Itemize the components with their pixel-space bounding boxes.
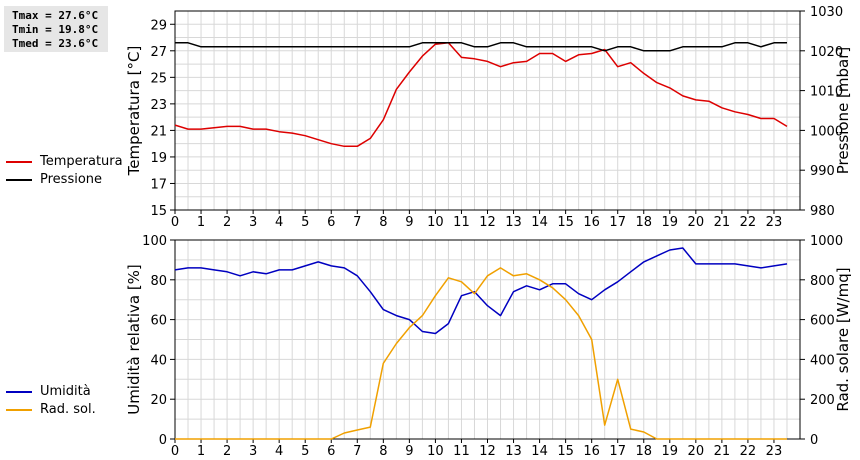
y2-tick-label: 1020 — [810, 45, 843, 60]
legend-label-umidita: Umidità — [40, 384, 91, 399]
x-tick-label: 3 — [249, 215, 257, 230]
y-tick-label: 19 — [150, 151, 167, 166]
y2-tick-label: 1000 — [810, 234, 843, 249]
x-tick-label: 13 — [505, 444, 522, 459]
y-tick-label: 27 — [150, 45, 167, 60]
x-tick-label: 8 — [379, 444, 387, 459]
x-tick-label: 20 — [688, 215, 705, 230]
y2-axis-title: Rad. solare [W/mq] — [834, 267, 852, 411]
x-tick-label: 10 — [427, 215, 444, 230]
y2-axis-title: Pressione [mbar] — [834, 47, 852, 175]
x-tick-label: 4 — [275, 444, 283, 459]
x-tick-label: 16 — [583, 215, 600, 230]
x-tick-label: 17 — [609, 444, 626, 459]
x-tick-label: 9 — [405, 444, 413, 459]
x-tick-label: 3 — [249, 444, 257, 459]
stats-box: Tmax = 27.6°C Tmin = 19.8°C Tmed = 23.6°… — [4, 6, 108, 52]
x-tick-label: 1 — [197, 215, 205, 230]
series-line-temperatura — [174, 42, 788, 148]
x-tick-label: 1 — [197, 444, 205, 459]
y-tick-label: 40 — [150, 353, 167, 368]
x-tick-label: 5 — [301, 215, 309, 230]
y-tick-label: 15 — [150, 204, 167, 219]
y-tick-label: 17 — [150, 177, 167, 192]
x-tick-label: 21 — [714, 444, 731, 459]
y2-tick-label: 0 — [810, 433, 818, 448]
y-tick-label: 23 — [150, 98, 167, 113]
y2-tick-label: 200 — [810, 393, 835, 408]
x-tick-label: 17 — [609, 215, 626, 230]
x-tick-label: 12 — [479, 444, 496, 459]
x-tick-label: 11 — [453, 215, 470, 230]
x-tick-label: 15 — [557, 444, 574, 459]
y-tick-label: 29 — [150, 18, 167, 33]
x-tick-label: 19 — [662, 215, 679, 230]
x-tick-label: 6 — [327, 215, 335, 230]
x-tick-label: 7 — [353, 215, 361, 230]
y2-tick-label: 990 — [810, 164, 835, 179]
tmed-label: Tmed = 23.6°C — [12, 37, 99, 50]
x-tick-label: 14 — [531, 444, 548, 459]
x-tick-label: 15 — [557, 215, 574, 230]
y-tick-label: 25 — [150, 71, 167, 86]
x-tick-label: 22 — [740, 215, 757, 230]
x-tick-label: 23 — [766, 215, 783, 230]
legend-swatch-umidita — [6, 391, 32, 393]
x-tick-label: 4 — [275, 215, 283, 230]
x-tick-label: 20 — [688, 444, 705, 459]
y2-tick-label: 600 — [810, 314, 835, 329]
legend-swatch-rad-sol — [6, 409, 32, 411]
x-tick-label: 11 — [453, 444, 470, 459]
y2-tick-label: 980 — [810, 204, 835, 219]
x-tick-label: 18 — [635, 444, 652, 459]
y2-tick-label: 1030 — [810, 5, 843, 20]
x-tick-label: 12 — [479, 215, 496, 230]
y-tick-label: 60 — [150, 314, 167, 329]
x-tick-label: 9 — [405, 215, 413, 230]
series-line-pressione — [175, 42, 787, 52]
series-line-rad-sol — [175, 267, 787, 440]
y-axis-title: Umidità relativa [%] — [125, 264, 143, 415]
y2-tick-label: 800 — [810, 274, 835, 289]
x-tick-label: 22 — [740, 444, 757, 459]
legend-swatch-pressione — [6, 179, 32, 181]
tmin-label: Tmin = 19.8°C — [12, 23, 99, 36]
legend-label-rad-sol: Rad. sol. — [40, 402, 96, 417]
x-tick-label: 16 — [583, 444, 600, 459]
x-tick-label: 14 — [531, 215, 548, 230]
x-tick-label: 10 — [427, 444, 444, 459]
x-tick-label: 0 — [171, 215, 179, 230]
y2-tick-label: 400 — [810, 353, 835, 368]
series-line-umidit — [174, 247, 788, 335]
legend-label-temperatura: Temperatura — [40, 154, 123, 169]
x-tick-label: 2 — [223, 215, 231, 230]
y-tick-label: 100 — [142, 234, 167, 249]
y-tick-label: 20 — [150, 393, 167, 408]
x-tick-label: 23 — [766, 444, 783, 459]
x-tick-label: 0 — [171, 444, 179, 459]
y-axis-title: Temperatura [°C] — [125, 46, 143, 177]
x-tick-label: 21 — [714, 215, 731, 230]
y2-tick-label: 1000 — [810, 124, 843, 139]
x-tick-label: 8 — [379, 215, 387, 230]
x-tick-label: 5 — [301, 444, 309, 459]
legend-label-pressione: Pressione — [40, 172, 103, 187]
x-tick-label: 18 — [635, 215, 652, 230]
tmax-label: Tmax = 27.6°C — [12, 9, 99, 22]
x-tick-label: 19 — [662, 444, 679, 459]
x-tick-label: 2 — [223, 444, 231, 459]
legend-swatch-temperatura — [6, 161, 32, 163]
x-tick-label: 13 — [505, 215, 522, 230]
y2-tick-label: 1010 — [810, 85, 843, 100]
x-tick-label: 6 — [327, 444, 335, 459]
x-tick-label: 7 — [353, 444, 361, 459]
y-tick-label: 21 — [150, 124, 167, 139]
y-tick-label: 80 — [150, 274, 167, 289]
y-tick-label: 0 — [159, 433, 167, 448]
